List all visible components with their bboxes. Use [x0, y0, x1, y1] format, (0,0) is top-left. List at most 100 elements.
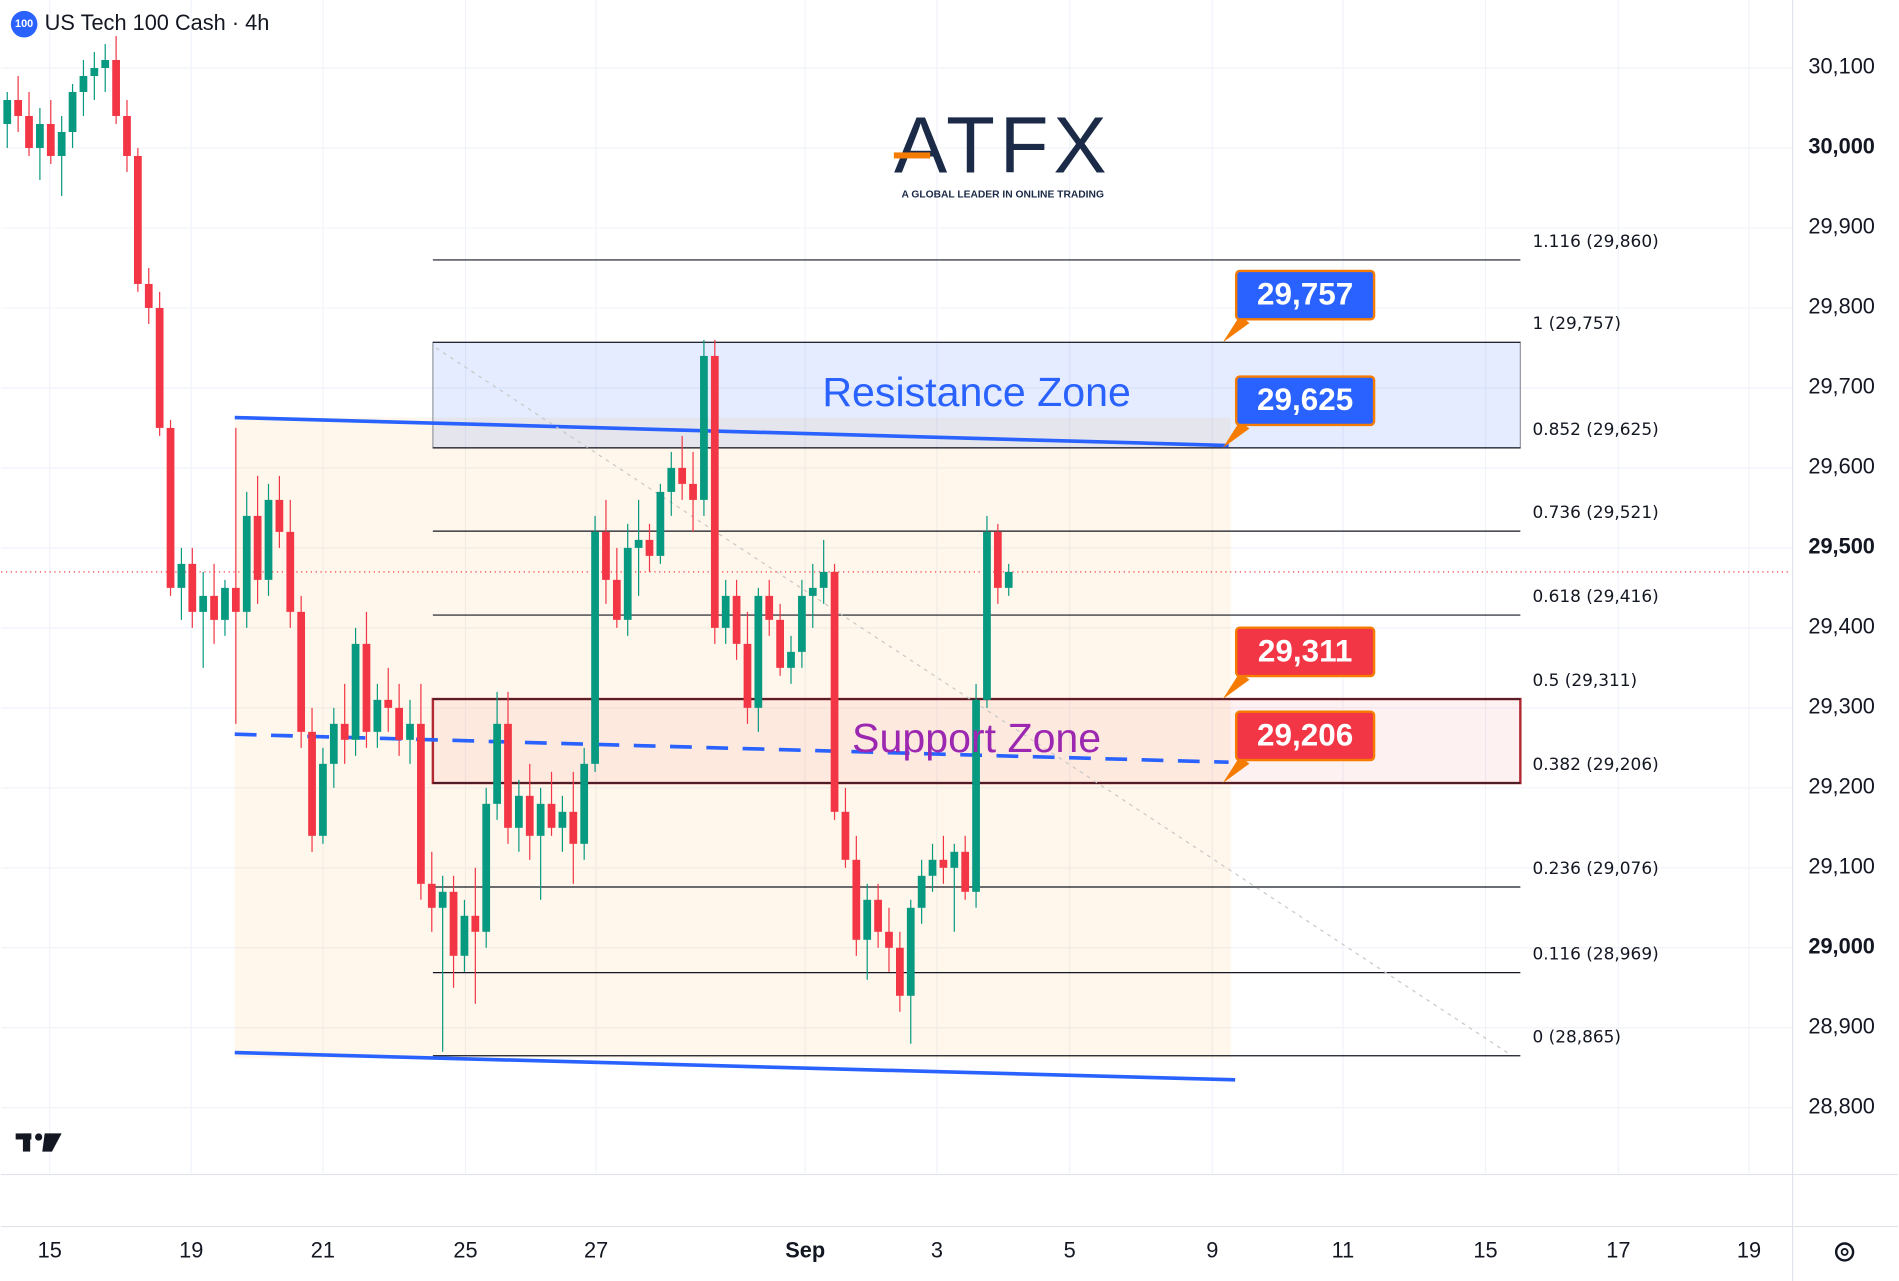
candle-body: [46, 123, 55, 156]
candle-body: [471, 915, 480, 932]
fib-label: 0.736 (29,521): [1532, 502, 1658, 522]
candle-body: [721, 595, 730, 628]
candle-body: [700, 355, 708, 500]
fib-label: 0.382 (29,206): [1532, 754, 1658, 774]
candle-body: [874, 899, 882, 932]
candle-body: [57, 131, 66, 156]
y-tick-label: 29,200: [1808, 774, 1875, 799]
candle-body: [329, 723, 338, 764]
tv-logo: [15, 1133, 62, 1152]
candle-body: [90, 67, 99, 76]
logo-accent: [893, 152, 931, 159]
candle-body: [155, 307, 164, 428]
zone-label: Resistance Zone: [822, 369, 1130, 415]
symbol-badge: [10, 10, 38, 38]
y-tick-label: 29,300: [1808, 694, 1875, 719]
price-tag-label: 29,206: [1257, 717, 1353, 752]
candle-body: [983, 531, 991, 700]
candle-body: [275, 499, 284, 532]
y-tick-label: 28,900: [1808, 1014, 1875, 1039]
candle-body: [743, 643, 752, 708]
chart-title: US Tech 100 Cash · 4h: [45, 10, 270, 35]
x-tick-label: 25: [453, 1238, 477, 1263]
fib-label: 0.618 (29,416): [1532, 586, 1658, 606]
candle-body: [438, 891, 447, 908]
y-tick-label: 29,400: [1808, 614, 1875, 639]
candle-body: [308, 731, 316, 836]
fib-label: 1 (29,757): [1532, 313, 1621, 333]
trendline: [435, 347, 1508, 1054]
candle-body: [830, 571, 839, 812]
candle-body: [514, 795, 523, 828]
fib-label: 0.116 (28,969): [1532, 943, 1658, 963]
candle-body: [689, 483, 697, 500]
x-tick-label: 27: [584, 1238, 608, 1263]
candle-body: [3, 99, 12, 124]
candle-body: [144, 283, 153, 308]
tag-pointer: [1222, 672, 1250, 700]
candle-body: [928, 859, 937, 876]
candle-body: [253, 515, 262, 580]
candle-body: [525, 795, 534, 836]
x-tick-label: 5: [1064, 1238, 1076, 1263]
price-tag: [1234, 375, 1376, 427]
candle-body: [14, 99, 23, 116]
candle-body: [36, 123, 44, 148]
candle-body: [580, 763, 589, 844]
candle-body: [765, 595, 774, 620]
fib-label: 0.852 (29,625): [1532, 419, 1658, 439]
candle-body: [754, 595, 763, 708]
x-tick-label: Sep: [785, 1238, 825, 1263]
candle-body: [939, 859, 948, 868]
settings-icon[interactable]: [1834, 1242, 1855, 1262]
x-tick-label: 9: [1206, 1238, 1218, 1263]
candle-body: [602, 531, 610, 580]
logo-tagline: A GLOBAL LEADER IN ONLINE TRADING: [901, 189, 1103, 200]
candle-body: [25, 115, 33, 148]
fib-label: 0 (28,865): [1532, 1027, 1621, 1047]
candle-body: [798, 595, 806, 652]
fib-label: 0.5 (29,311): [1532, 670, 1637, 690]
price-tag: [1234, 710, 1376, 762]
candle-body: [710, 355, 719, 628]
x-tick-label: 11: [1332, 1238, 1355, 1263]
candle-body: [297, 611, 306, 732]
candle-body: [188, 563, 197, 612]
y-tick-label: 28,800: [1808, 1094, 1875, 1119]
candle-body: [819, 571, 828, 588]
candle-body: [199, 595, 208, 612]
candle-body: [569, 811, 578, 844]
candle-body: [210, 595, 218, 620]
price-tag: [1234, 269, 1376, 321]
candle-body: [678, 467, 687, 484]
candle-body: [917, 875, 926, 908]
x-tick-label: 17: [1606, 1238, 1630, 1263]
candle-body: [885, 931, 893, 948]
candle-body: [134, 155, 142, 284]
candle-body: [123, 115, 131, 156]
y-tick-label: 30,100: [1808, 54, 1875, 79]
y-tick-label: 29,100: [1808, 854, 1875, 879]
trendline: [234, 1050, 1236, 1082]
candle-body: [776, 619, 784, 668]
x-tick-label: 15: [1473, 1238, 1497, 1263]
candle-body: [406, 723, 414, 740]
y-tick-label: 29,900: [1808, 214, 1875, 239]
candle-body: [362, 643, 371, 732]
candle-body: [623, 547, 632, 620]
candle-body: [286, 531, 295, 612]
candle-body: [558, 811, 567, 828]
candle-body: [482, 803, 491, 932]
tag-pointer: [1222, 315, 1250, 343]
price-tag-label: 29,625: [1257, 382, 1353, 417]
candle-body: [242, 515, 251, 612]
candle-body: [612, 579, 621, 620]
symbol-badge-label: 100: [15, 18, 33, 30]
layers: 28,800 28,900 29,000 29,100 29,200 29,300 29,4…: [1, 0, 1875, 1263]
candle-body: [79, 75, 88, 92]
candle-body: [319, 763, 327, 836]
x-tick-label: 3: [931, 1238, 943, 1263]
